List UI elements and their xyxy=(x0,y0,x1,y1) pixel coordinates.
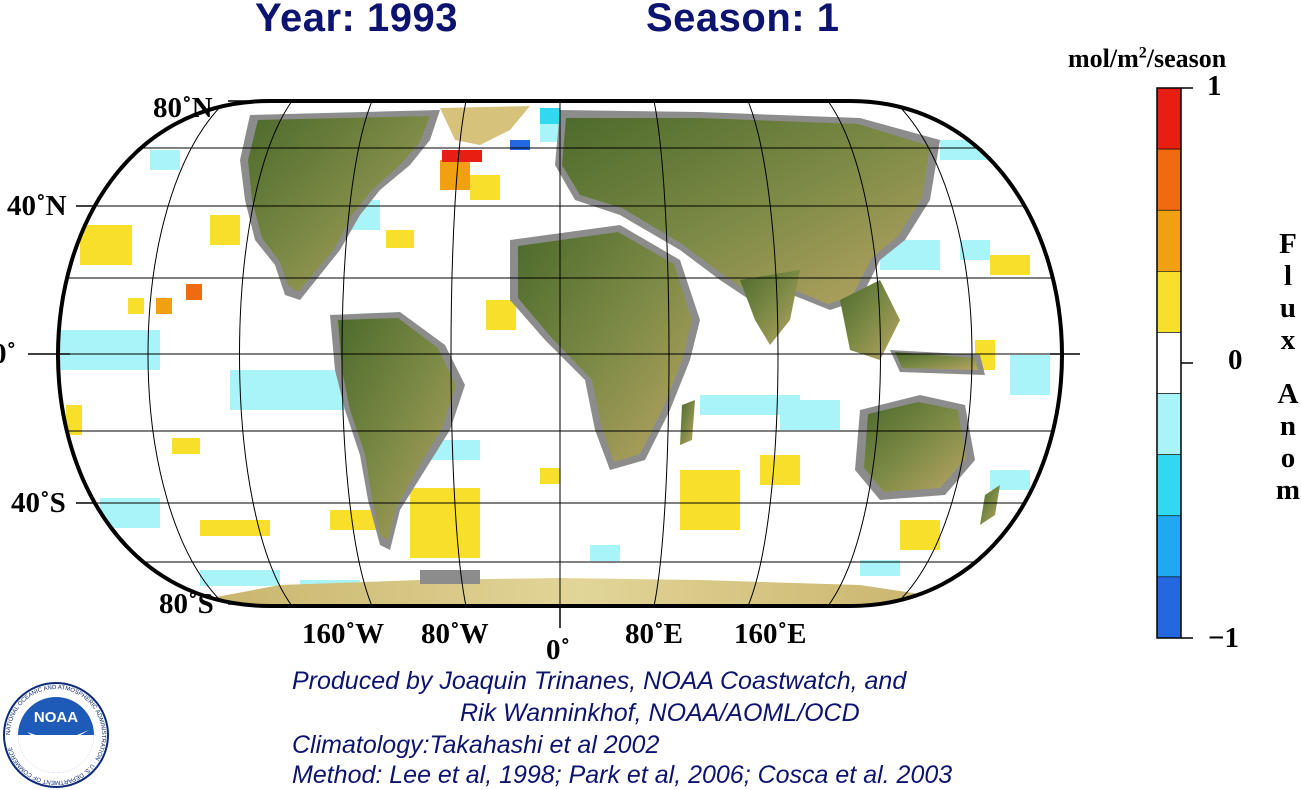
antarctica xyxy=(200,578,960,606)
season-title: Season: 1 xyxy=(646,0,840,40)
lon-label-0: 0˚ xyxy=(546,634,571,666)
colorbar-swatch xyxy=(1156,454,1182,517)
noaa-logo-text: NOAA xyxy=(34,709,78,726)
credits-line-2: Rik Wanninkhof, NOAA/AOML/OCD xyxy=(460,699,860,727)
graticule xyxy=(58,101,1062,606)
flux-anomaly-positive xyxy=(66,150,1030,558)
colorbar-swatch xyxy=(1156,209,1182,272)
colorbar xyxy=(1156,87,1193,639)
lat-label-80n: 80˚N xyxy=(153,92,213,124)
colorbar-swatch xyxy=(1156,148,1182,211)
colorbar-units: mol/m2/season xyxy=(1068,44,1227,73)
year-title: Year: 1993 xyxy=(255,0,458,40)
lat-label-80s: 80˚S xyxy=(159,588,214,620)
credits-line-4: Method: Lee et al, 1998; Park et al, 200… xyxy=(292,761,953,789)
colorbar-swatch xyxy=(1156,515,1182,578)
lat-label-40n: 40˚N xyxy=(7,190,67,222)
colorbar-swatch xyxy=(1156,271,1182,333)
globe-outline xyxy=(55,99,1065,608)
colorbar-max-label: 1 xyxy=(1207,70,1222,102)
colorbar-swatch xyxy=(1156,576,1182,639)
land xyxy=(200,106,1000,606)
lat-label-40s: 40˚S xyxy=(11,487,66,519)
lon-label-80w: 80˚W xyxy=(421,618,489,650)
lon-label-80e: 80˚E xyxy=(625,618,683,650)
lat-ticks xyxy=(28,100,1080,628)
colorbar-min-label: −1 xyxy=(1208,622,1240,654)
seagull-icon xyxy=(27,730,89,756)
credits-line-1: Produced by Joaquin Trinanes, NOAA Coast… xyxy=(292,667,907,695)
se-asia xyxy=(840,280,900,360)
colorbar-swatch xyxy=(1156,332,1182,394)
lon-label-160w: 160˚W xyxy=(302,618,385,650)
noaa-logo: NOAA NATIONAL OCEANIC AND ATMOSPHERIC AD… xyxy=(3,682,109,788)
credits-line-3: Climatology:Takahashi et al 2002 xyxy=(292,731,660,759)
lon-label-160e: 160˚E xyxy=(734,618,807,650)
flux-anomaly-negative xyxy=(60,108,1050,596)
colorbar-swatch xyxy=(1156,87,1182,150)
india xyxy=(740,270,800,345)
colorbar-swatch xyxy=(1156,393,1182,455)
colorbar-mid-label: 0 xyxy=(1228,344,1243,376)
globe xyxy=(58,101,1062,606)
greenland xyxy=(440,106,530,145)
lat-label-0: 0˚ xyxy=(0,338,17,370)
